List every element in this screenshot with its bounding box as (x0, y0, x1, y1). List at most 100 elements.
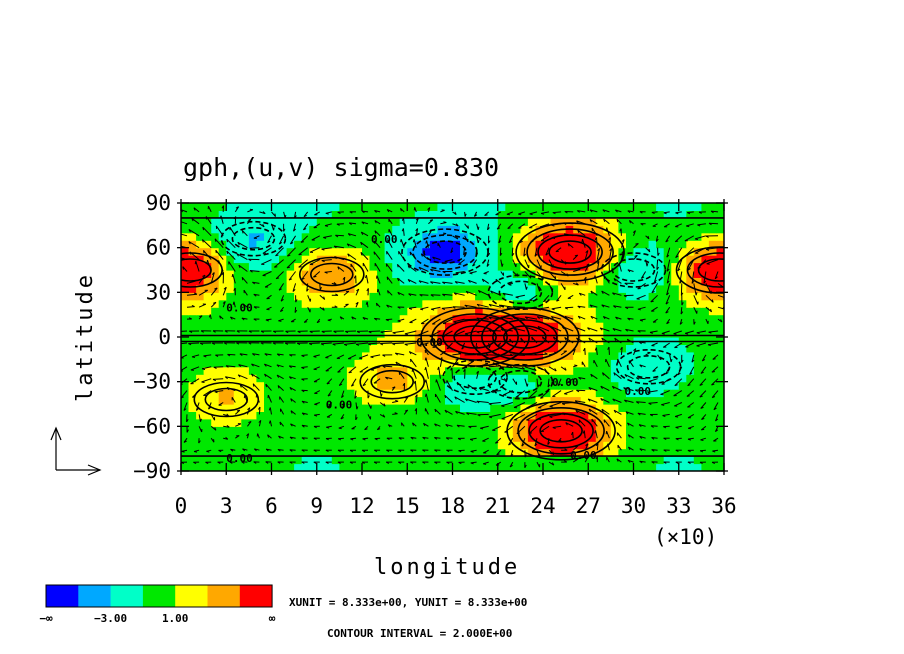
wind-vector (280, 295, 285, 302)
heatmap-cell (316, 225, 325, 234)
heatmap-cell (188, 411, 197, 420)
heatmap-cell (414, 366, 423, 375)
heatmap-cell (196, 396, 205, 405)
heatmap-cell (226, 404, 235, 412)
heatmap-cell (339, 232, 348, 241)
wind-vector (343, 277, 346, 284)
wind-vector-head (313, 461, 317, 464)
wind-vector-head (675, 212, 679, 215)
heatmap-cell (693, 314, 702, 323)
heatmap-cell (467, 366, 476, 375)
wind-vector (237, 241, 248, 249)
heatmap-cell (558, 359, 567, 368)
heatmap-cell (512, 418, 521, 427)
wind-vector-head (253, 448, 257, 452)
heatmap-cell (437, 463, 446, 471)
wind-vector-head (397, 277, 400, 282)
heatmap-cell (716, 225, 724, 234)
heatmap-cell (203, 351, 212, 360)
heatmap-cell (429, 463, 438, 471)
heatmap-cell (384, 277, 393, 286)
wind-vector (417, 330, 429, 336)
wind-vector-head (613, 372, 616, 376)
wind-vector-head (619, 228, 622, 232)
heatmap-cell (384, 314, 393, 323)
wind-vector (440, 233, 447, 237)
wind-vector-head (620, 346, 623, 350)
heatmap-cell (294, 381, 303, 390)
heatmap-cell (301, 329, 310, 338)
heatmap-cell (377, 247, 386, 256)
heatmap-cell (693, 203, 702, 211)
heatmap-cell (686, 240, 695, 249)
heatmap-cell (316, 329, 325, 338)
heatmap-cell (671, 314, 680, 323)
heatmap-cell (626, 366, 635, 375)
heatmap-cell (701, 359, 710, 368)
wind-vector (338, 378, 345, 386)
heatmap-cell (203, 277, 212, 286)
wind-vector (665, 295, 671, 305)
heatmap-cell (497, 329, 506, 338)
heatmap-cell (580, 366, 589, 375)
heatmap-cell (271, 366, 280, 375)
heatmap-cell (701, 418, 710, 427)
heatmap-cell (203, 203, 212, 211)
heatmap-cell (490, 448, 499, 457)
heatmap-cell (452, 203, 461, 211)
heatmap-cell (392, 307, 401, 316)
heatmap-cell (535, 366, 544, 375)
heatmap-cell (550, 284, 559, 293)
heatmap-cell (211, 366, 220, 375)
heatmap-cell (520, 329, 529, 338)
heatmap-cell (264, 463, 273, 471)
heatmap-cell (271, 344, 280, 353)
heatmap-cell (354, 322, 363, 331)
heatmap-cell (512, 232, 521, 241)
heatmap-cell (399, 210, 408, 219)
heatmap-cell (663, 292, 672, 301)
heatmap-cell (633, 210, 642, 219)
contour-line (204, 387, 249, 412)
wind-vector-head (621, 239, 625, 242)
heatmap-cell (505, 299, 514, 308)
heatmap-cell (641, 210, 650, 219)
heatmap-cell (324, 262, 333, 271)
heatmap-cell (301, 344, 310, 353)
heatmap-cell (339, 284, 348, 293)
heatmap-cell (505, 351, 514, 360)
wind-vector-head (347, 253, 350, 257)
x-tick-label: 6 (265, 494, 278, 518)
wind-vector (560, 283, 566, 291)
heatmap-cell (520, 396, 529, 405)
heatmap-cell (550, 203, 559, 211)
wind-vector (276, 374, 284, 380)
heatmap-cell (203, 314, 212, 323)
heatmap-cell (354, 418, 363, 427)
wind-vector (653, 271, 659, 283)
wind-vector (227, 353, 236, 356)
wind-vector (202, 226, 212, 237)
heatmap-cell (527, 284, 536, 293)
wind-vector-head (231, 273, 234, 278)
wind-vector (264, 282, 272, 288)
wind-vector-head (313, 437, 317, 441)
wind-vector-head (278, 288, 282, 291)
wind-vector (561, 325, 574, 332)
heatmap-cell (633, 381, 642, 390)
heatmap-cell (218, 441, 227, 450)
heatmap-cell (716, 374, 724, 383)
heatmap-cell (256, 262, 265, 271)
wind-vector-head (496, 453, 500, 456)
wind-vector (584, 263, 590, 272)
wind-vector-head (656, 266, 660, 270)
heatmap-cell (490, 203, 499, 211)
heatmap-cell (580, 418, 589, 427)
heatmap-cell (437, 292, 446, 301)
heatmap-cell (497, 284, 506, 293)
wind-vector-head (574, 400, 578, 404)
heatmap-cell (565, 299, 574, 308)
heatmap-cell (565, 426, 574, 435)
heatmap-cell (588, 232, 597, 241)
heatmap-cell (294, 456, 303, 465)
